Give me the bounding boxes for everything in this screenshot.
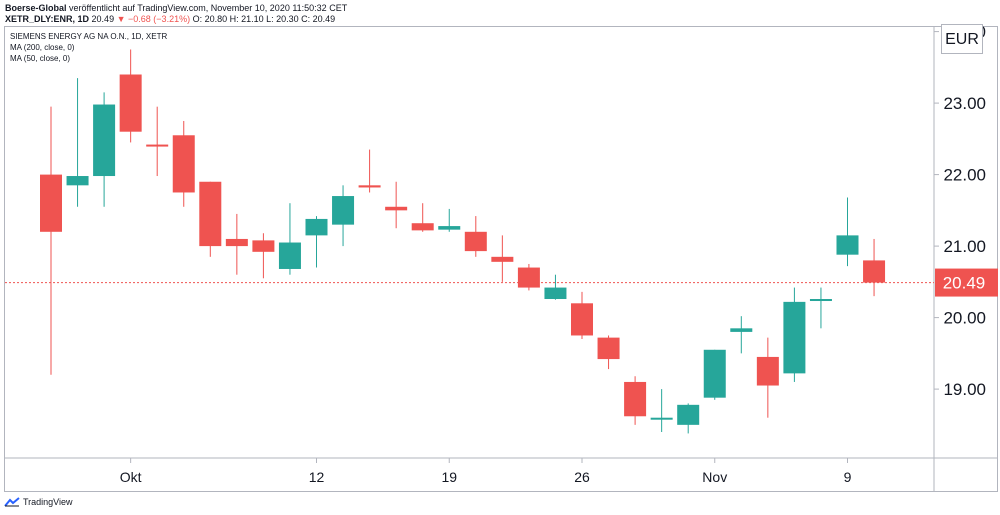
candle-body (146, 144, 169, 147)
x-tick-label: Okt (120, 469, 142, 485)
y-tick-label: 22.00 (943, 166, 986, 185)
publish-line: Boerse-Global veröffentlicht auf Trading… (5, 3, 347, 13)
ohlc-values: O: 20.80 H: 21.10 L: 20.30 C: 20.49 (192, 14, 336, 24)
candle-body (730, 328, 753, 332)
x-tick-label: 9 (844, 469, 852, 485)
candle-body (703, 349, 726, 398)
candle-body (93, 104, 116, 177)
candle-body (358, 185, 381, 188)
footer-brand: TradingView (23, 497, 73, 507)
candle-body (464, 231, 487, 252)
y-tick-label: 21.00 (943, 237, 986, 256)
candle-body (438, 226, 461, 230)
down-arrow-icon: ▼ (116, 14, 126, 24)
candle-body (172, 135, 195, 193)
candle-body (66, 176, 89, 186)
price-label-text: 20.49 (943, 274, 986, 293)
chart-frame (4, 26, 998, 492)
price-label-badge (935, 268, 998, 297)
symbol: XETR_DLY:ENR, 1D (5, 14, 90, 24)
candle-body (517, 267, 540, 288)
legend-ma50[interactable]: MA (50, close, 0) (10, 54, 71, 63)
candle-body (199, 181, 222, 247)
candle-body (836, 235, 859, 255)
candle-body (863, 260, 886, 283)
candle-body (252, 240, 275, 252)
y-tick-label: 20.00 (943, 309, 986, 328)
candle-body (756, 356, 779, 386)
candle-body (119, 74, 142, 132)
candle-body (385, 206, 408, 211)
candle-body (809, 299, 832, 302)
change-value: −0.68 (−3.21%) (128, 14, 191, 24)
tradingview-logo-icon (4, 497, 20, 507)
y-tick-label: 23.00 (943, 94, 986, 113)
candle-body (278, 242, 301, 269)
published-text: veröffentlicht auf TradingView.com, Nove… (69, 3, 348, 13)
candle-body (40, 174, 62, 232)
candle-body (225, 238, 248, 247)
candle-body (783, 301, 806, 374)
y-tick-label: 19.00 (943, 380, 986, 399)
publisher: Boerse-Global (5, 3, 67, 13)
last-value: 20.49 (91, 14, 115, 24)
legend-title: SIEMENS ENERGY AG NA O.N., 1D, XETR (10, 32, 168, 41)
x-tick-label: Nov (702, 469, 727, 485)
candle-body (624, 381, 647, 417)
candle-body (411, 223, 434, 231)
candle-body (571, 303, 593, 336)
candle-body (650, 417, 673, 420)
symbol-line: XETR_DLY:ENR, 1D 20.49 ▼ −0.68 (−3.21%) … (5, 14, 335, 24)
candle-body (597, 337, 620, 360)
x-tick-label: 19 (441, 469, 457, 485)
x-tick-label: 26 (574, 469, 590, 485)
x-tick-label: 12 (309, 469, 325, 485)
candle-body (544, 287, 567, 300)
legend-ma200[interactable]: MA (200, close, 0) (10, 43, 75, 52)
tradingview-footer[interactable]: TradingView (4, 497, 73, 507)
candle-body (332, 196, 355, 225)
currency-button[interactable]: EUR (941, 24, 983, 54)
candle-body (677, 404, 700, 425)
candle-body (305, 218, 328, 236)
candle-body (491, 256, 514, 262)
